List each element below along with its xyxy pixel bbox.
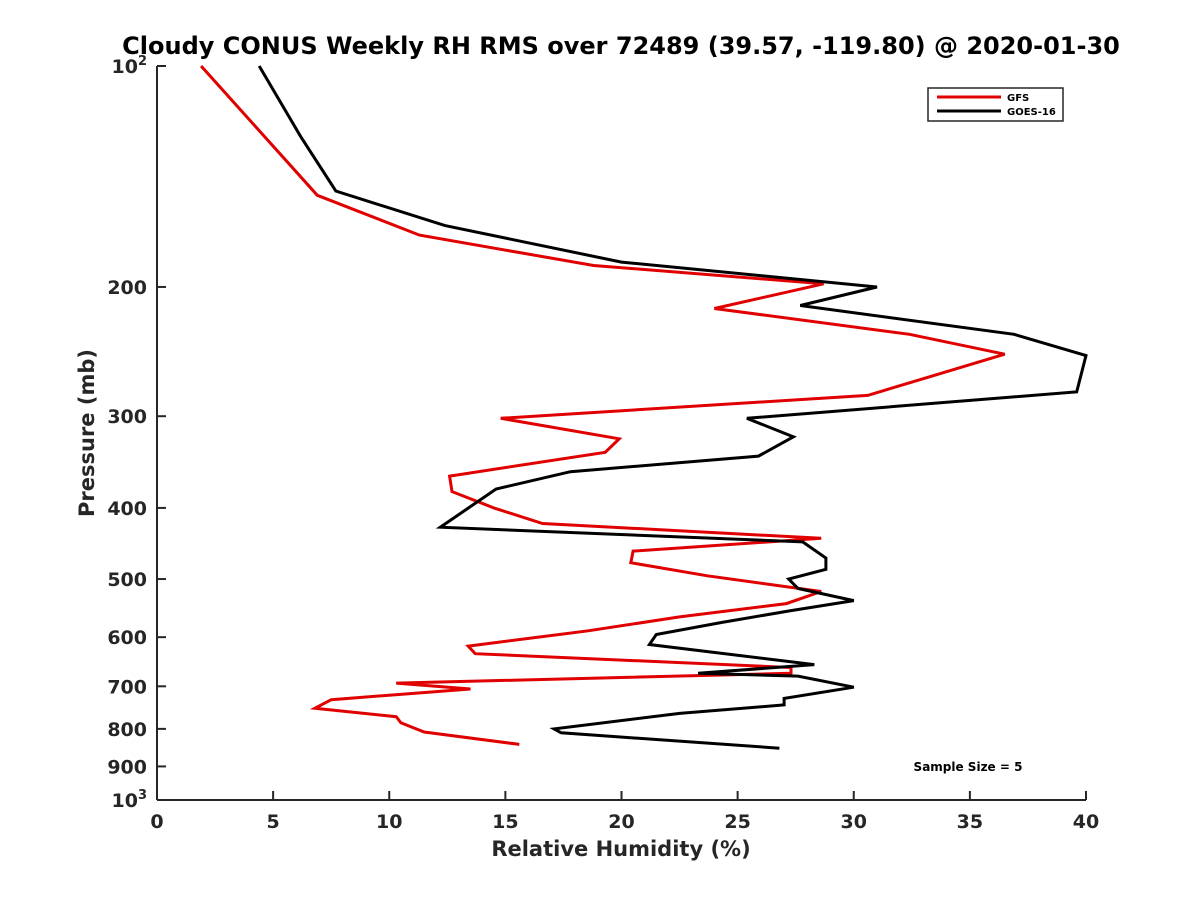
y-axis-label: Pressure (mb) bbox=[75, 349, 99, 517]
legend-label: GFS bbox=[1007, 93, 1029, 104]
y-tick-label: 700 bbox=[107, 676, 147, 698]
y-tick-label: 103 bbox=[112, 788, 148, 812]
y-tick-label: 102 bbox=[112, 54, 148, 78]
x-tick-label: 40 bbox=[1073, 811, 1099, 833]
x-axis-ticks: 0 5 10 15 20 25 30 35 40 bbox=[150, 791, 1099, 833]
x-tick-label: 15 bbox=[492, 811, 518, 833]
legend-label: GOES-16 bbox=[1007, 107, 1056, 118]
y-tick-label: 600 bbox=[107, 627, 147, 649]
plot-area bbox=[156, 64, 1088, 801]
y-tick-label: 200 bbox=[107, 277, 147, 299]
series-line-goes-16 bbox=[257, 65, 1088, 750]
chart-title: Cloudy CONUS Weekly RH RMS over 72489 (3… bbox=[122, 32, 1120, 60]
x-tick-label: 35 bbox=[957, 811, 983, 833]
series-line-gfs bbox=[199, 64, 1006, 746]
x-tick-label: 25 bbox=[724, 811, 750, 833]
y-tick-label: 900 bbox=[107, 756, 147, 778]
x-tick-label: 30 bbox=[841, 811, 867, 833]
x-axis-label: Relative Humidity (%) bbox=[491, 837, 750, 861]
legend: GFS GOES-16 bbox=[927, 87, 1064, 122]
y-tick-label: 500 bbox=[107, 569, 147, 591]
y-axis-ticks: 102 200 300 400 500 600 700 800 900 103 bbox=[107, 54, 166, 812]
y-tick-label: 400 bbox=[107, 498, 147, 520]
x-tick-label: 0 bbox=[150, 811, 163, 833]
x-tick-label: 20 bbox=[608, 811, 634, 833]
y-tick-label: 800 bbox=[107, 719, 147, 741]
x-tick-label: 10 bbox=[376, 811, 402, 833]
y-tick-label: 300 bbox=[107, 406, 147, 428]
legend-box bbox=[927, 87, 1064, 122]
x-tick-label: 5 bbox=[267, 811, 280, 833]
sample-size-annotation: Sample Size = 5 bbox=[914, 760, 1023, 774]
